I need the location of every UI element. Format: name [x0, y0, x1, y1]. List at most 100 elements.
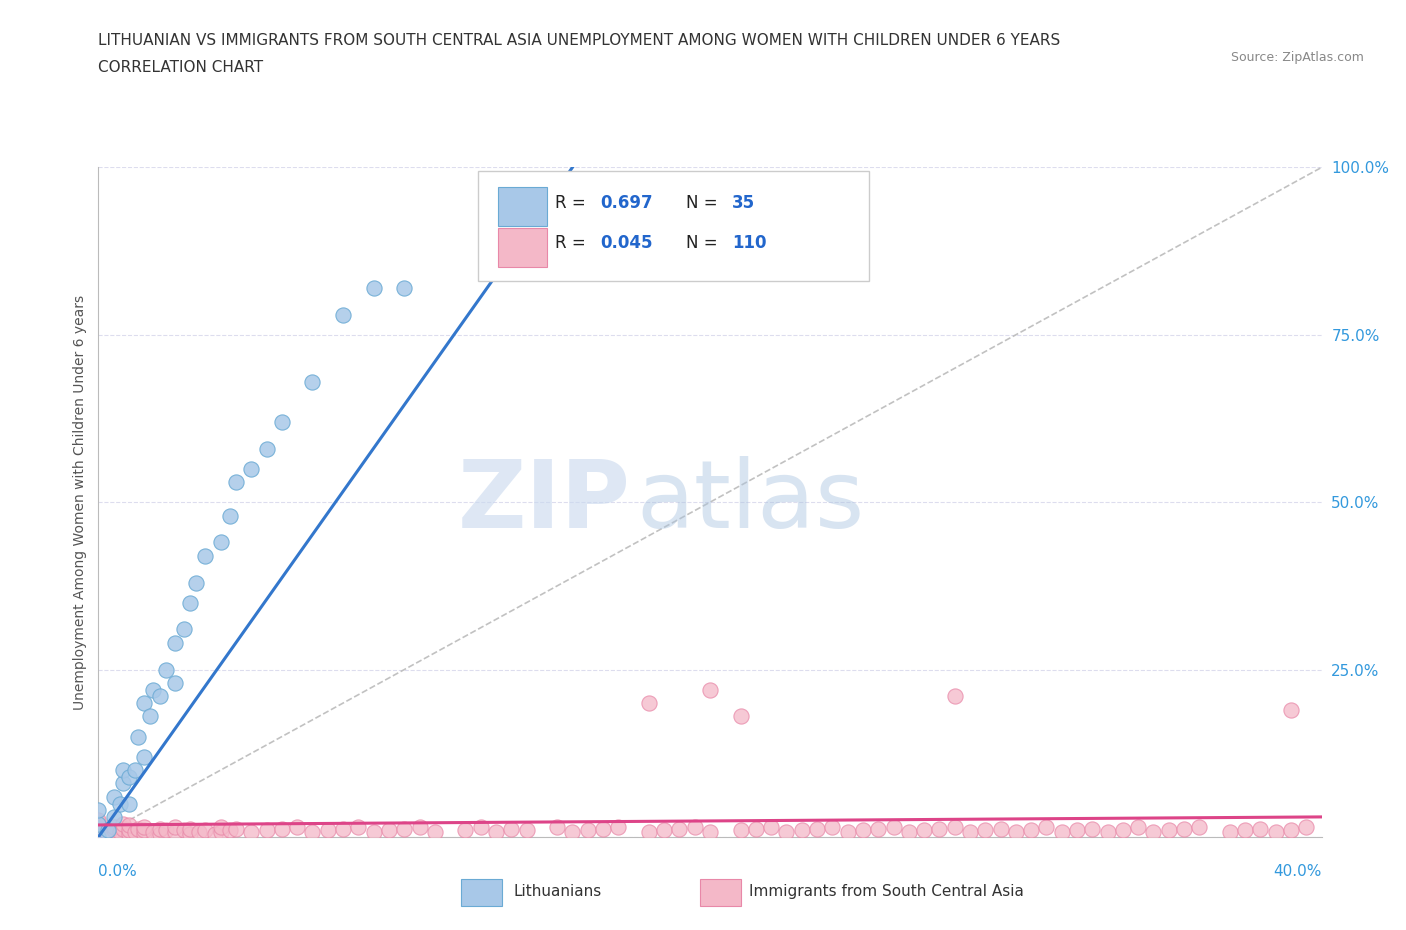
- Point: [118, 817, 141, 832]
- Point: [576, 823, 599, 838]
- Point: [127, 729, 149, 744]
- Text: LITHUANIAN VS IMMIGRANTS FROM SOUTH CENTRAL ASIA UNEMPLOYMENT AMONG WOMEN WITH C: LITHUANIAN VS IMMIGRANTS FROM SOUTH CENT…: [98, 33, 1060, 47]
- Point: [87, 823, 110, 838]
- Point: [1050, 824, 1073, 839]
- Point: [1112, 823, 1135, 838]
- Point: [1234, 823, 1257, 838]
- Point: [118, 826, 141, 841]
- Text: 40.0%: 40.0%: [1274, 864, 1322, 879]
- Point: [87, 817, 110, 831]
- FancyBboxPatch shape: [478, 171, 869, 281]
- Point: [111, 763, 134, 777]
- Point: [179, 826, 201, 841]
- Point: [149, 689, 172, 704]
- Point: [209, 535, 232, 550]
- Point: [142, 683, 165, 698]
- Point: [103, 790, 125, 804]
- Point: [139, 709, 162, 724]
- Point: [928, 821, 950, 836]
- Point: [134, 750, 156, 764]
- Point: [1004, 824, 1026, 839]
- Point: [118, 769, 141, 784]
- Point: [87, 830, 110, 844]
- Point: [1188, 819, 1211, 834]
- Point: [408, 819, 430, 834]
- Point: [103, 819, 125, 834]
- Text: Immigrants from South Central Asia: Immigrants from South Central Asia: [749, 884, 1025, 899]
- Point: [1097, 824, 1119, 839]
- Point: [1264, 824, 1286, 839]
- Point: [149, 821, 172, 836]
- Point: [87, 803, 110, 817]
- Point: [209, 819, 232, 834]
- Point: [974, 823, 997, 838]
- Point: [118, 823, 141, 838]
- Point: [332, 821, 354, 836]
- Point: [87, 815, 110, 830]
- Point: [852, 823, 875, 838]
- Point: [108, 796, 131, 811]
- Point: [173, 823, 195, 838]
- Point: [97, 823, 120, 838]
- Point: [127, 821, 149, 836]
- Point: [240, 824, 263, 839]
- Point: [124, 763, 146, 777]
- Text: R =: R =: [555, 193, 591, 212]
- Point: [1219, 824, 1241, 839]
- Point: [637, 696, 661, 711]
- Point: [699, 683, 721, 698]
- Point: [485, 824, 508, 839]
- Point: [118, 796, 141, 811]
- Point: [87, 813, 110, 828]
- Point: [108, 824, 131, 839]
- Text: Source: ZipAtlas.com: Source: ZipAtlas.com: [1230, 51, 1364, 64]
- Point: [1279, 702, 1302, 717]
- Point: [699, 824, 721, 839]
- Point: [111, 821, 134, 836]
- Point: [134, 696, 156, 711]
- Point: [868, 821, 890, 836]
- Point: [225, 474, 247, 489]
- Point: [163, 635, 186, 650]
- Point: [683, 819, 706, 834]
- Point: [270, 821, 292, 836]
- Point: [392, 281, 416, 296]
- Point: [347, 819, 370, 834]
- Point: [745, 821, 768, 836]
- Point: [173, 622, 195, 637]
- Text: 0.697: 0.697: [600, 193, 652, 212]
- Point: [730, 823, 752, 838]
- Point: [219, 508, 242, 523]
- Point: [219, 823, 242, 838]
- Text: 110: 110: [733, 234, 766, 252]
- Point: [285, 819, 308, 834]
- Point: [256, 823, 278, 838]
- Text: N =: N =: [686, 234, 723, 252]
- Text: CORRELATION CHART: CORRELATION CHART: [98, 60, 263, 75]
- Point: [209, 824, 232, 839]
- Point: [87, 819, 110, 834]
- Point: [378, 823, 401, 838]
- FancyBboxPatch shape: [498, 188, 547, 226]
- Point: [470, 819, 492, 834]
- Point: [87, 830, 110, 844]
- Point: [204, 826, 226, 841]
- Point: [943, 689, 966, 704]
- Text: ZIP: ZIP: [457, 457, 630, 548]
- Point: [561, 824, 583, 839]
- Point: [134, 826, 156, 841]
- Point: [1249, 821, 1271, 836]
- Point: [837, 824, 859, 839]
- Point: [1019, 823, 1042, 838]
- Point: [316, 823, 339, 838]
- Point: [301, 374, 323, 389]
- Point: [188, 824, 211, 839]
- Text: R =: R =: [555, 234, 591, 252]
- Point: [546, 819, 568, 834]
- Point: [821, 819, 844, 834]
- Point: [730, 709, 752, 724]
- Point: [111, 817, 134, 831]
- Point: [149, 826, 172, 841]
- Point: [87, 817, 110, 831]
- Point: [637, 824, 661, 839]
